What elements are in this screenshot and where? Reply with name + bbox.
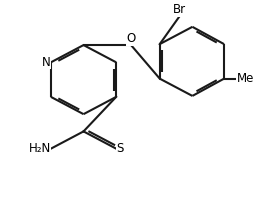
Text: H₂N: H₂N xyxy=(29,142,51,155)
Text: N: N xyxy=(42,56,51,69)
Text: Br: Br xyxy=(173,3,186,16)
Text: S: S xyxy=(116,142,124,155)
Text: Me: Me xyxy=(237,72,254,85)
Text: O: O xyxy=(126,32,136,45)
